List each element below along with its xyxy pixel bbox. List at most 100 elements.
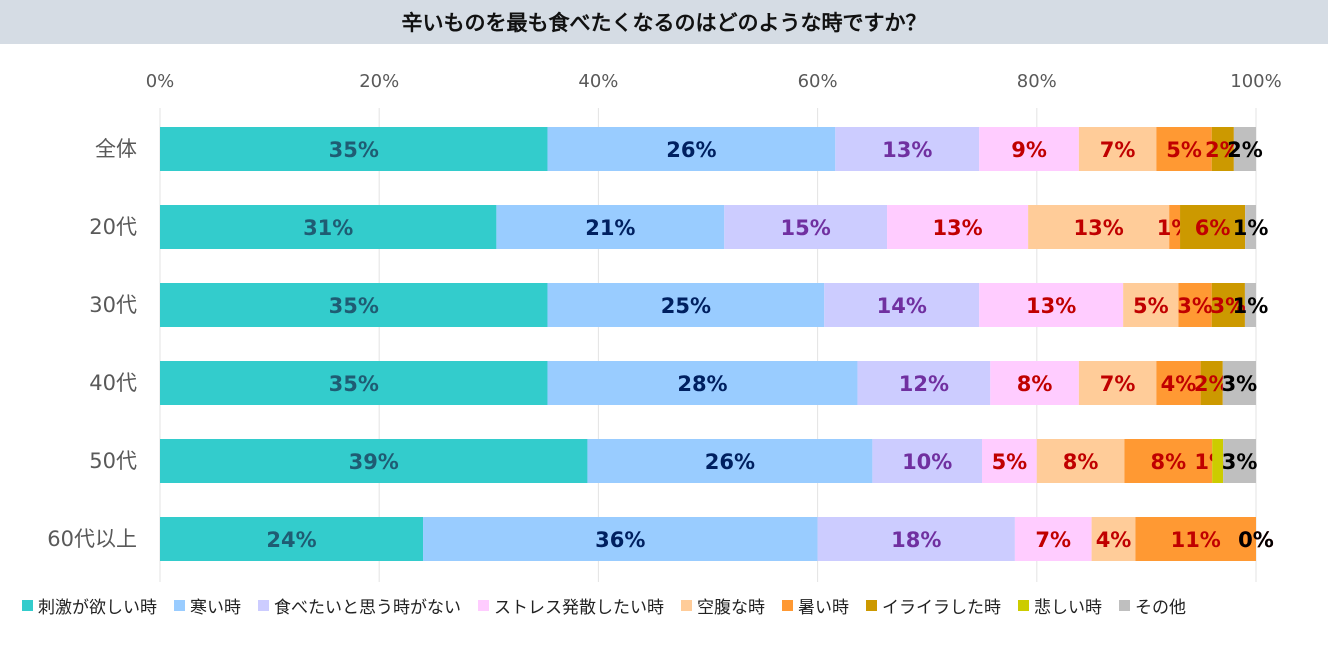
legend-swatch — [478, 599, 489, 611]
data-label: 0% — [1238, 528, 1274, 552]
data-label: 3% — [1222, 450, 1258, 474]
data-label: 18% — [891, 528, 941, 552]
bar-segment — [1211, 283, 1245, 327]
bar-segment — [547, 283, 825, 327]
legend-label: 悲しい時 — [1034, 597, 1102, 618]
legend-item: 寒い時 — [174, 593, 241, 618]
bar-segment — [817, 517, 1015, 561]
category-label: 全体 — [95, 137, 137, 161]
data-label: 25% — [661, 294, 711, 318]
x-tick-label: 100% — [1230, 71, 1281, 92]
data-label: 3% — [1210, 294, 1246, 318]
chart-title: 辛いものを最も食べたくなるのはどのような時ですか？ — [0, 0, 1328, 44]
bar-segment — [887, 205, 1029, 249]
data-label: 14% — [877, 294, 927, 318]
bar-segment — [835, 127, 980, 171]
bar-segment — [1180, 205, 1246, 249]
category-label: 60代以上 — [47, 527, 137, 551]
bar-segment — [423, 517, 818, 561]
data-label: 35% — [329, 372, 379, 396]
data-label: 5% — [1133, 294, 1169, 318]
bar-segment — [979, 283, 1124, 327]
data-label: 7% — [1100, 138, 1136, 162]
bar-segment — [979, 127, 1079, 171]
bar-segment — [160, 517, 424, 561]
legend-item: イライラした時 — [866, 593, 1001, 618]
x-tick-label: 0% — [146, 71, 175, 92]
data-label: 13% — [1026, 294, 1076, 318]
data-label: 28% — [677, 372, 727, 396]
data-label: 9% — [1011, 138, 1047, 162]
data-label: 5% — [992, 450, 1028, 474]
data-label: 12% — [899, 372, 949, 396]
legend-swatch — [258, 599, 269, 611]
legend-label: その他 — [1135, 597, 1186, 618]
bar-segment — [160, 439, 588, 483]
data-label: 2% — [1227, 138, 1263, 162]
data-label: 4% — [1161, 372, 1197, 396]
bar-segment — [824, 283, 980, 327]
bar-segment — [1123, 283, 1179, 327]
legend-label: 刺激が欲しい時 — [38, 597, 157, 618]
bar-segment — [160, 205, 497, 249]
legend-swatch — [866, 599, 877, 611]
data-label: 5% — [1166, 138, 1202, 162]
bar-segment — [1135, 517, 1256, 561]
bar-segment — [872, 439, 982, 483]
legend-item: 食べたいと思う時がない — [258, 593, 461, 618]
data-label: 36% — [595, 528, 645, 552]
data-label: 0% — [1238, 528, 1274, 552]
data-label: 39% — [349, 450, 399, 474]
stacked-bar-chart: 0% 20% 40% 60% 80% 100%全体 35% 26% 13% 9% 7% 5% 2%2%2… — [47, 71, 1282, 582]
data-label: 7% — [1100, 372, 1136, 396]
data-label: 4% — [1096, 528, 1132, 552]
bar-segment — [1222, 361, 1256, 405]
data-label: 1% — [1233, 294, 1269, 318]
data-label: 13% — [882, 138, 932, 162]
bar-segment — [1078, 127, 1157, 171]
bar-segment — [160, 361, 548, 405]
bar-segment — [1028, 205, 1170, 249]
chart-legend: 刺激が欲しい時 寒い時 食べたいと思う時がない ストレス発散したい時 空腹な時 暑い時 イラ… — [22, 592, 1322, 618]
bar-segment — [1091, 517, 1136, 561]
data-label: 3% — [1222, 372, 1258, 396]
data-label: 26% — [705, 450, 755, 474]
legend-label: 暑い時 — [798, 597, 849, 618]
data-label: 8% — [1017, 372, 1053, 396]
legend-swatch — [1018, 599, 1029, 611]
data-label: 3% — [1177, 294, 1213, 318]
category-label: 20代 — [89, 215, 137, 239]
bar-segment — [587, 439, 873, 483]
bar-segment — [1124, 439, 1213, 483]
data-label: 26% — [666, 138, 716, 162]
legend-swatch — [1119, 599, 1130, 611]
legend-swatch — [22, 599, 33, 611]
bar-segment — [1156, 127, 1212, 171]
bar-segment — [160, 127, 548, 171]
data-label: 31% — [303, 216, 353, 240]
bar-segment — [724, 205, 888, 249]
bar-segment — [857, 361, 991, 405]
bar-segment — [1211, 127, 1234, 171]
legend-swatch — [681, 599, 692, 611]
legend-item: 空腹な時 — [681, 593, 765, 618]
bar-segment — [1169, 205, 1181, 249]
bar-segment — [1036, 439, 1125, 483]
x-tick-label: 20% — [359, 71, 399, 92]
legend-label: イライラした時 — [882, 597, 1001, 618]
bar-segment — [1200, 361, 1223, 405]
bar-segment — [990, 361, 1079, 405]
bar-segment — [1014, 517, 1092, 561]
legend-item: 刺激が欲しい時 — [22, 593, 157, 618]
data-label: 13% — [1074, 216, 1124, 240]
legend-item: 悲しい時 — [1018, 593, 1102, 618]
data-label: 35% — [329, 138, 379, 162]
data-label: 35% — [329, 294, 379, 318]
data-label: 21% — [585, 216, 635, 240]
bar-segment — [496, 205, 725, 249]
bar-segment — [547, 361, 858, 405]
bar-segment — [1212, 439, 1224, 483]
data-label: 24% — [266, 528, 316, 552]
x-tick-label: 40% — [578, 71, 618, 92]
x-tick-label: 60% — [798, 71, 838, 92]
